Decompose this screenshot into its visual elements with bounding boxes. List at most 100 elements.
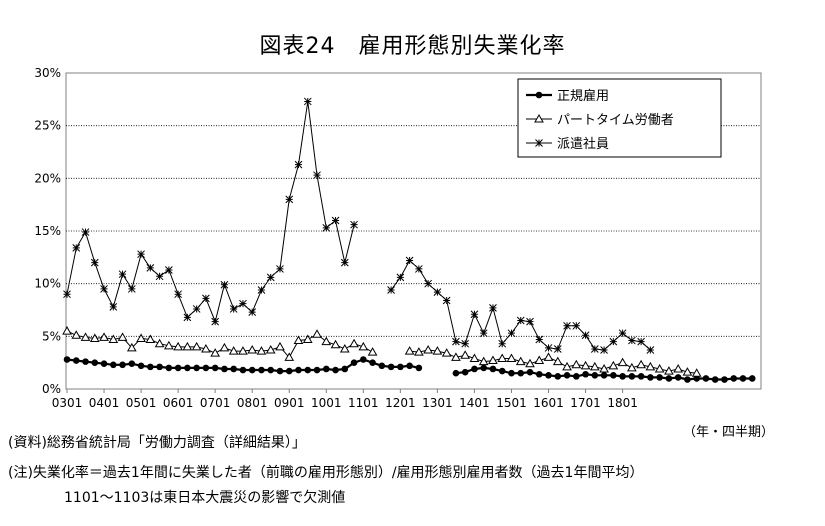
data-point-star <box>581 331 590 340</box>
data-point-star <box>276 265 284 273</box>
data-point-triangle <box>339 343 350 353</box>
data-point-triangle <box>80 332 91 341</box>
data-point-circle <box>156 363 163 371</box>
x-tick-label: 1201 <box>385 396 416 410</box>
data-point-circle <box>119 361 126 369</box>
data-point-circle <box>665 375 673 382</box>
data-point-circle <box>471 365 478 373</box>
data-point-star <box>202 294 210 303</box>
data-point-triangle <box>293 335 304 345</box>
y-tick-label: 25% <box>34 119 61 133</box>
data-point-star <box>100 285 108 293</box>
legend-box <box>517 78 722 158</box>
data-point-star <box>72 243 81 252</box>
y-axis: 0% 5% 10% 15% 20% 25% 30% <box>34 66 61 396</box>
data-point-triangle <box>302 334 313 343</box>
data-point-circle <box>304 366 312 374</box>
data-point-star <box>192 305 201 313</box>
data-point-star <box>637 337 645 346</box>
data-point-star <box>81 228 90 236</box>
data-point-circle <box>202 364 210 372</box>
data-point-star <box>452 337 460 346</box>
data-point-circle <box>258 366 265 374</box>
data-point-star <box>220 280 229 289</box>
data-point-triangle <box>71 330 82 339</box>
data-point-triangle <box>62 326 72 335</box>
data-point-circle <box>193 364 200 372</box>
data-point-star <box>405 256 414 265</box>
data-point-circle <box>721 376 728 383</box>
series-line-triangle <box>66 330 373 359</box>
data-point-triangle <box>626 362 637 372</box>
data-point-circle <box>693 375 700 382</box>
data-point-circle <box>110 361 117 369</box>
chart-title: 図表24 雇用形態別失業化率 <box>259 34 566 59</box>
data-point-triangle <box>99 332 109 341</box>
data-point-circle <box>739 375 747 382</box>
x-tick-label: 0501 <box>126 396 157 410</box>
data-point-triangle <box>256 346 267 355</box>
data-point-triangle <box>117 332 128 341</box>
series-star <box>63 97 655 354</box>
data-point-star <box>239 299 247 308</box>
data-point-triangle <box>636 359 646 369</box>
data-point-star <box>118 270 127 279</box>
data-point-triangle <box>543 352 554 361</box>
data-point-triangle <box>478 356 489 366</box>
data-point-circle <box>702 375 710 382</box>
data-point-circle <box>239 366 247 374</box>
data-point-circle <box>147 363 154 371</box>
data-point-star <box>572 321 581 330</box>
data-point-star <box>248 308 257 316</box>
data-point-circle <box>730 375 738 382</box>
data-point-star <box>396 273 405 282</box>
data-point-circle <box>397 363 404 371</box>
data-point-star <box>646 346 655 354</box>
data-point-circle <box>184 364 191 372</box>
x-tick-label: 1001 <box>311 396 342 410</box>
data-point-star <box>535 335 544 344</box>
data-point-star <box>609 337 618 346</box>
grid-lines <box>66 125 761 337</box>
x-tick-label: 0801 <box>237 396 268 410</box>
data-point-star <box>340 258 349 267</box>
data-point-triangle <box>108 334 119 343</box>
data-point-circle <box>711 376 719 383</box>
data-point-circle <box>360 356 367 363</box>
data-point-circle <box>137 362 145 370</box>
data-point-triangle <box>89 333 100 342</box>
series-layer <box>62 97 756 383</box>
data-point-star <box>507 329 516 338</box>
data-point-circle <box>378 362 386 370</box>
data-point-circle <box>369 359 376 366</box>
data-point-triangle <box>552 356 563 366</box>
data-point-circle <box>563 372 571 379</box>
data-point-triangle <box>488 355 498 365</box>
data-point-triangle <box>182 341 193 351</box>
data-point-triangle <box>432 346 443 355</box>
data-point-circle <box>498 367 506 375</box>
x-tick-label: 1601 <box>533 396 564 410</box>
data-point-circle <box>619 373 626 380</box>
data-point-star <box>211 317 220 326</box>
data-point-triangle <box>654 363 665 373</box>
y-tick-label: 10% <box>34 277 61 291</box>
data-point-circle <box>610 372 617 379</box>
data-point-star <box>600 346 608 354</box>
data-point-triangle <box>201 343 211 353</box>
legend-label: パートタイム労働者 <box>557 113 674 128</box>
data-point-circle <box>535 370 543 378</box>
data-point-circle <box>174 364 182 372</box>
data-point-triangle <box>515 356 526 366</box>
series-triangle <box>62 326 702 377</box>
data-point-star <box>165 266 173 274</box>
source-note: (資料)総務省統計局「労働力調査（詳細結果）」 <box>8 435 306 451</box>
data-point-circle <box>295 366 302 374</box>
data-point-circle <box>248 366 256 374</box>
data-point-star <box>415 265 423 273</box>
data-point-circle <box>573 373 580 380</box>
data-point-circle <box>82 358 89 365</box>
data-point-triangle <box>238 346 248 355</box>
data-point-circle <box>637 373 645 380</box>
data-point-circle <box>72 357 80 364</box>
